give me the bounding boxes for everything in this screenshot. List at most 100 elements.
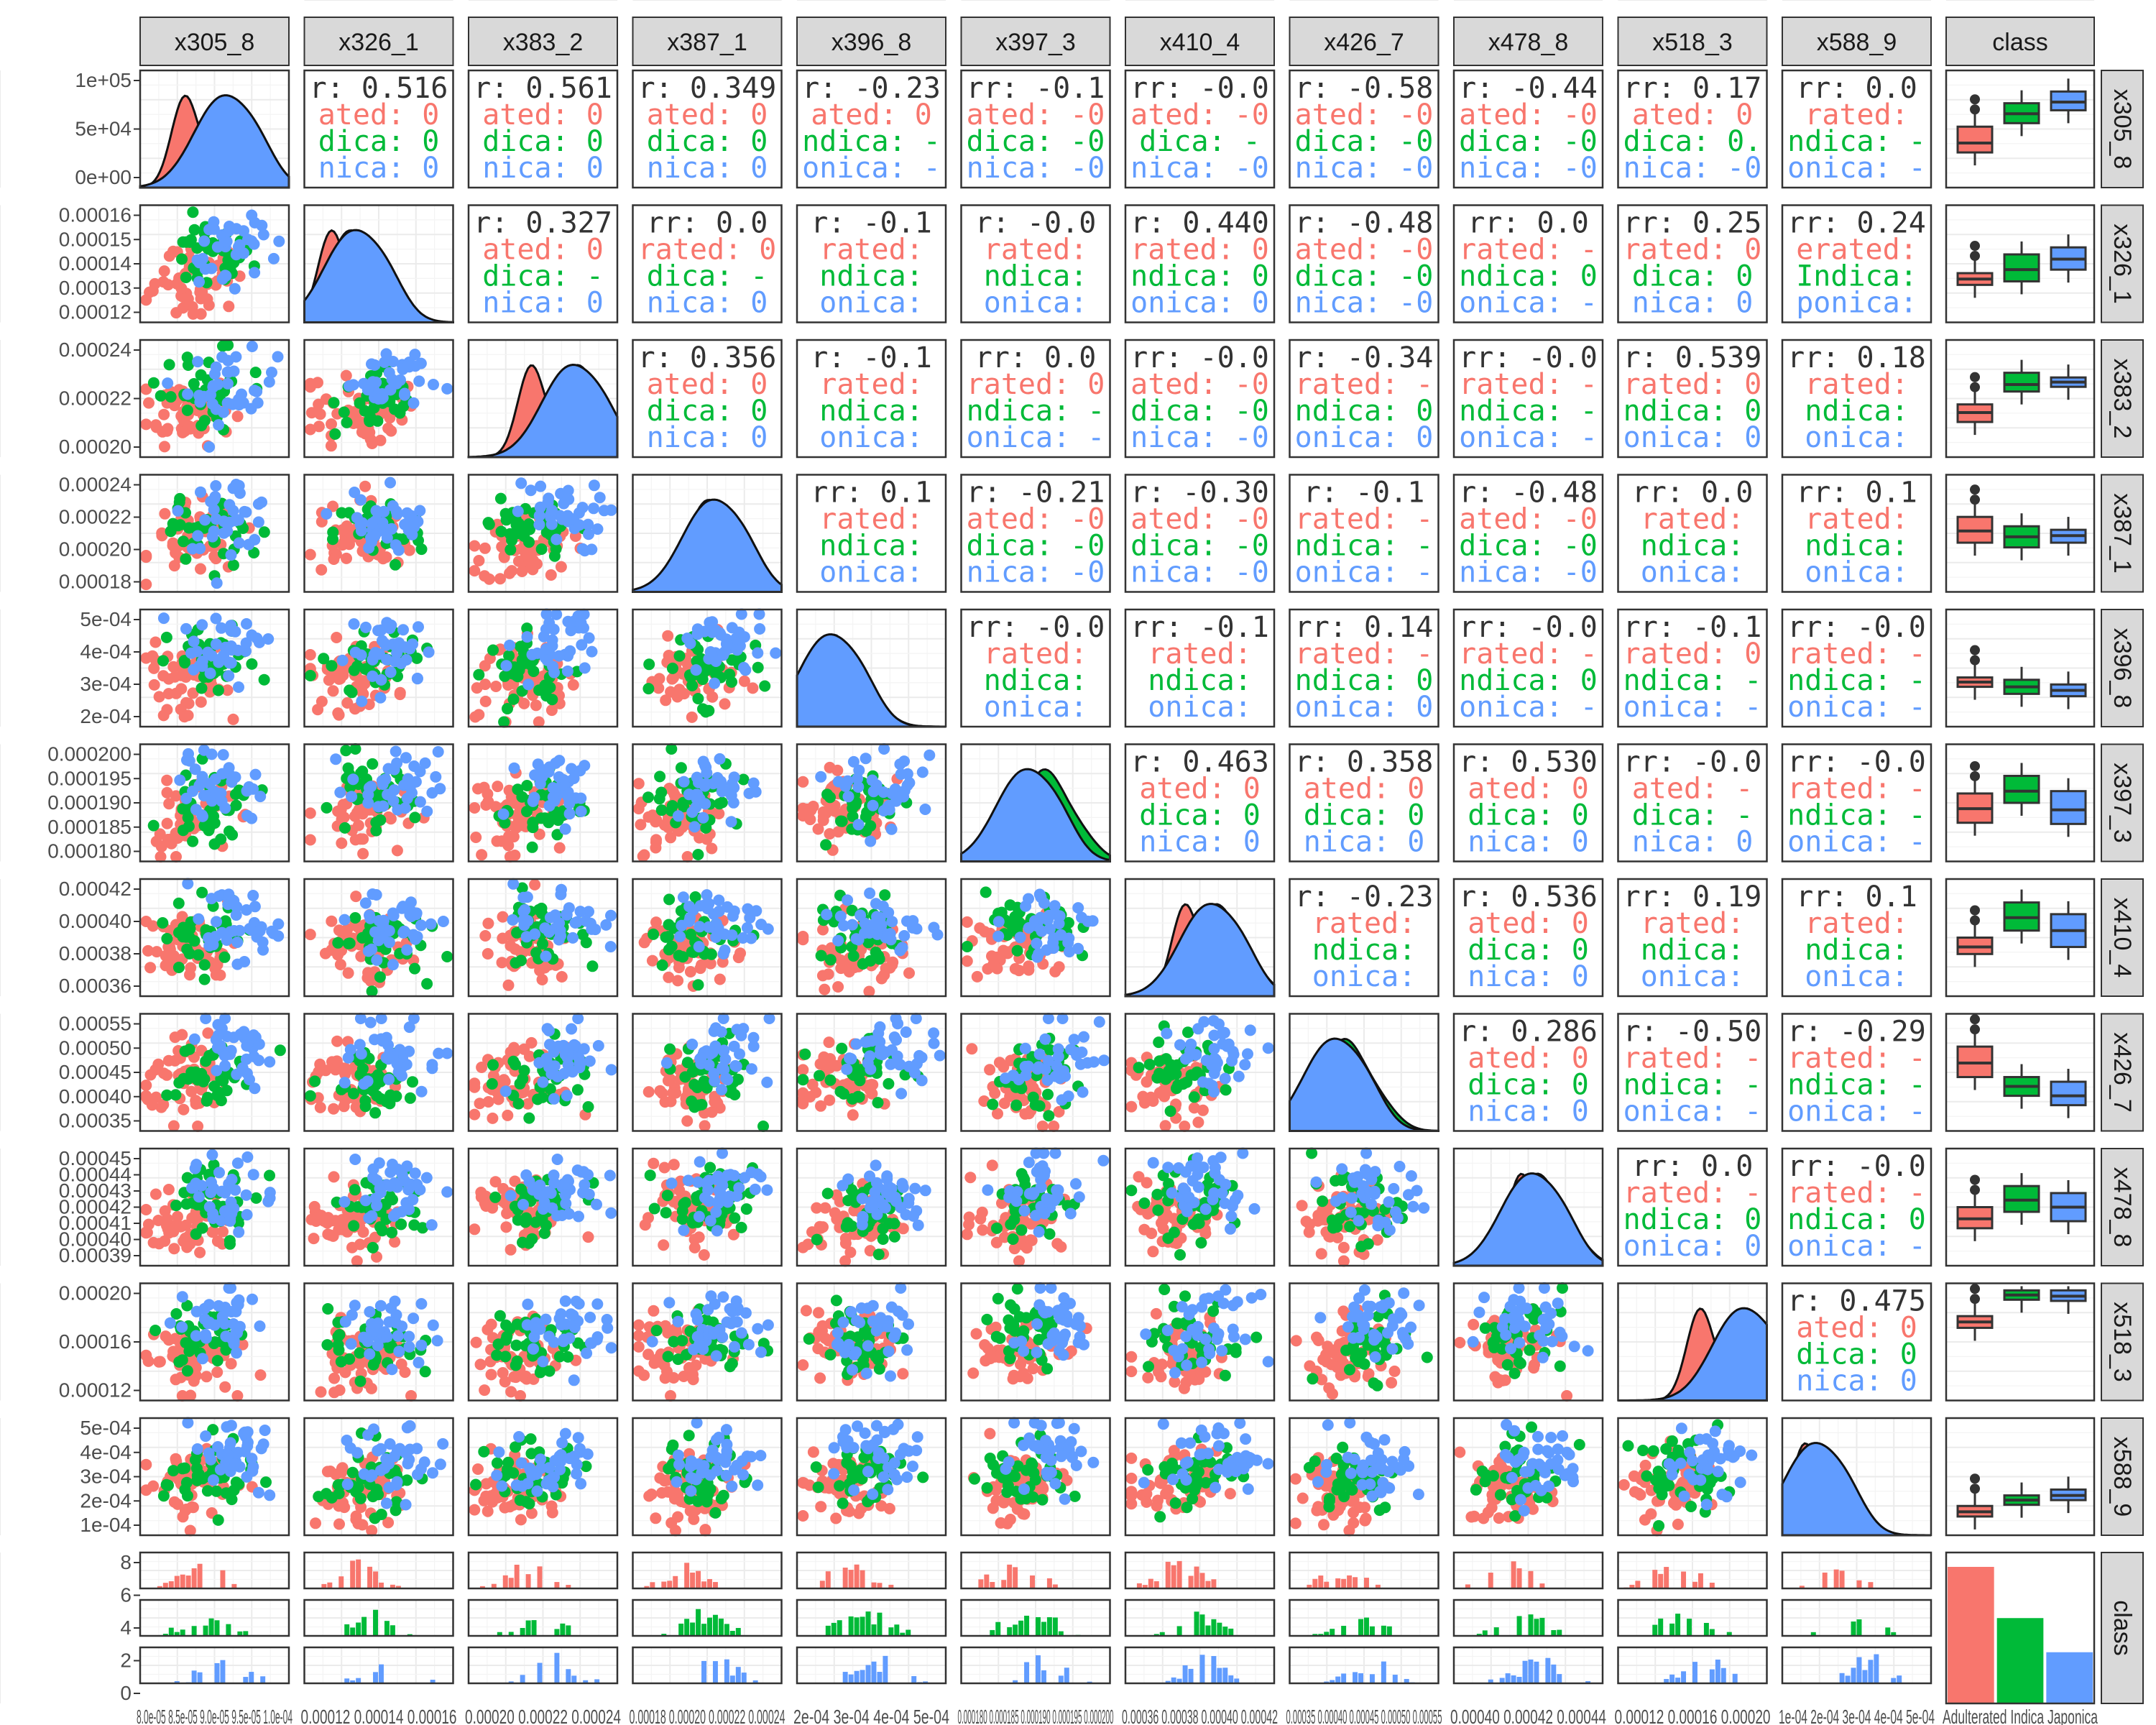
scatter-point-indica bbox=[356, 1062, 369, 1075]
scatter-point-japonica bbox=[553, 650, 565, 662]
scatter-point-japonica bbox=[225, 620, 237, 632]
scatter-point-japonica bbox=[236, 1062, 249, 1074]
corr-group-japonica: onica: - bbox=[1787, 152, 1926, 185]
scatter-point-japonica bbox=[256, 496, 267, 508]
scatter-point-japonica bbox=[568, 1039, 580, 1051]
scatter-point-japonica bbox=[992, 930, 1005, 942]
corr-overall: rr: 0.25 bbox=[1623, 207, 1762, 240]
row-label: x305_8 bbox=[2109, 89, 2136, 170]
corr-overall: r: -0.0 bbox=[975, 207, 1097, 240]
scatter-point-japonica bbox=[731, 644, 743, 656]
scatter-point-japonica bbox=[246, 629, 258, 641]
scatter-point-japonica bbox=[832, 934, 844, 947]
corr-group-indica: dica: 0 bbox=[318, 125, 440, 158]
scatter-point-adulterated bbox=[476, 849, 488, 861]
scatter-point-japonica bbox=[213, 1029, 224, 1041]
scatter-point-indica bbox=[356, 765, 369, 778]
y-axis-ticks: 0.00042 0.00040 0.00038 0.00036 bbox=[59, 878, 140, 997]
scatter-point-adulterated bbox=[797, 1064, 809, 1076]
scatter-point-japonica bbox=[430, 770, 442, 783]
scatter-point-indica bbox=[696, 1098, 708, 1110]
corr-overall: r: -0.1 bbox=[811, 207, 932, 240]
scatter-point-japonica bbox=[716, 786, 728, 798]
scatter-point-japonica bbox=[228, 365, 240, 377]
scatter-point-adulterated bbox=[326, 915, 338, 927]
scatter-point-japonica bbox=[710, 932, 722, 943]
scatter-point-adulterated bbox=[797, 931, 809, 942]
scatter-point-japonica bbox=[588, 479, 600, 492]
scatter-point-indica bbox=[523, 1112, 535, 1124]
scatter-point-japonica bbox=[726, 778, 738, 790]
scatter-point-japonica bbox=[578, 622, 589, 634]
corr-group-adulterated: rated: 0 bbox=[1130, 234, 1269, 267]
x-axis-ticks: 0.000180 0.000185 0.000190 0.000195 0.00… bbox=[958, 1706, 1114, 1725]
scatter-point-adulterated bbox=[832, 981, 844, 993]
scatter-point-japonica bbox=[426, 1059, 438, 1071]
scatter-point-japonica bbox=[852, 781, 865, 793]
scatter-point-adulterated bbox=[815, 1100, 826, 1112]
panel-x397_3-x305_8 bbox=[139, 743, 290, 862]
scatter-point-japonica bbox=[385, 523, 397, 535]
scatter-point-indica bbox=[692, 849, 704, 860]
corr-group-japonica: nica: -0 bbox=[1459, 556, 1598, 589]
scatter-point-japonica bbox=[911, 923, 923, 935]
column-strip: x426_7 bbox=[1289, 17, 1439, 66]
scatter-point-adulterated bbox=[502, 1109, 514, 1121]
scatter-point-japonica bbox=[182, 388, 194, 400]
y-tick-label: 0.00013 bbox=[59, 277, 132, 299]
scatter-point-adulterated bbox=[490, 681, 502, 692]
panel-border bbox=[139, 69, 290, 189]
scatter-point-japonica bbox=[240, 506, 252, 518]
panel-x410_4-x396_8 bbox=[796, 878, 947, 998]
scatter-point-japonica bbox=[180, 792, 193, 804]
strip-background bbox=[1945, 17, 2095, 66]
scatter-point-japonica bbox=[709, 677, 721, 689]
panel-x396_8-x305_8 bbox=[139, 608, 290, 728]
scatter-point-japonica bbox=[432, 746, 444, 758]
corr-group-japonica: onica: 0 bbox=[1295, 691, 1434, 724]
scatter-point-japonica bbox=[407, 397, 420, 409]
scatter-point-adulterated bbox=[169, 671, 181, 683]
scatter-point-japonica bbox=[934, 1049, 946, 1062]
scatter-point-indica bbox=[390, 558, 401, 571]
panel-border bbox=[1124, 339, 1276, 459]
scatter-point-japonica bbox=[223, 888, 235, 901]
scatter-point-japonica bbox=[561, 665, 573, 677]
scatter-point-indica bbox=[482, 517, 494, 529]
scatter-point-japonica bbox=[562, 791, 574, 803]
column-label: x588_9 bbox=[1817, 29, 1897, 56]
y-tick-label: 0.00014 bbox=[59, 252, 132, 275]
scatter-point-adulterated bbox=[831, 764, 844, 776]
scatter-point-japonica bbox=[229, 282, 241, 295]
corr-overall: r: -0.44 bbox=[1459, 72, 1598, 105]
scatter-point-adulterated bbox=[149, 1064, 162, 1076]
scatter-point-adulterated bbox=[496, 835, 508, 847]
scatter-point-adulterated bbox=[469, 802, 481, 814]
scatter-point-japonica bbox=[515, 477, 528, 489]
scatter-point-japonica bbox=[722, 1074, 734, 1086]
scatter-point-adulterated bbox=[184, 969, 195, 981]
scatter-point-japonica bbox=[377, 914, 390, 926]
scatter-point-adulterated bbox=[328, 1103, 340, 1115]
scatter-point-adulterated bbox=[177, 426, 189, 438]
scatter-point-indica bbox=[404, 1092, 416, 1104]
row-strip: x426_7 bbox=[2101, 1013, 2144, 1132]
scatter-point-japonica bbox=[249, 267, 261, 279]
scatter-point-indica bbox=[654, 770, 666, 783]
scatter-point-japonica bbox=[604, 941, 617, 953]
corr-overall: r: -0.48 bbox=[1295, 207, 1434, 240]
y-tick-label: 0.00040 bbox=[59, 910, 132, 932]
scatter-point-adulterated bbox=[157, 670, 170, 682]
scatter-point-japonica bbox=[695, 1052, 707, 1064]
y-tick-label: 0.00015 bbox=[59, 228, 132, 250]
corr-group-japonica: nica: 0 bbox=[1632, 287, 1754, 320]
corr-group-japonica: nica: -0 bbox=[1130, 421, 1269, 454]
scatter-point-japonica bbox=[370, 376, 382, 388]
scatter-point-japonica bbox=[770, 647, 782, 659]
scatter-point-adulterated bbox=[492, 781, 504, 793]
scatter-point-adulterated bbox=[304, 377, 316, 390]
scatter-point-japonica bbox=[384, 622, 396, 635]
